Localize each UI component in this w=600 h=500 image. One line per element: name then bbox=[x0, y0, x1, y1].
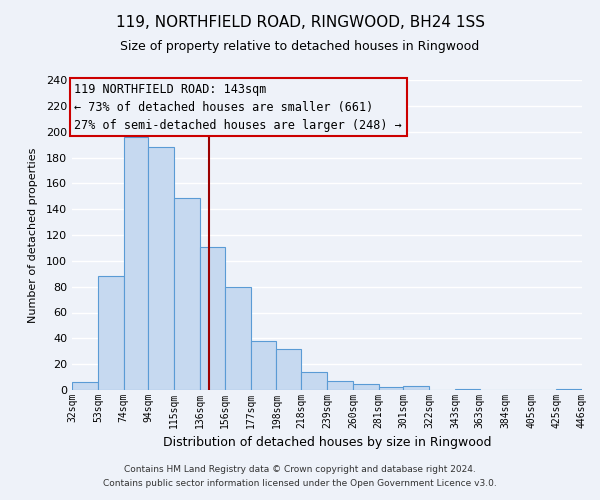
Text: Contains HM Land Registry data © Crown copyright and database right 2024.
Contai: Contains HM Land Registry data © Crown c… bbox=[103, 466, 497, 487]
Bar bbox=[327, 381, 353, 390]
Text: 119 NORTHFIELD ROAD: 143sqm
← 73% of detached houses are smaller (661)
27% of se: 119 NORTHFIELD ROAD: 143sqm ← 73% of det… bbox=[74, 82, 402, 132]
Bar bbox=[277, 348, 301, 390]
Bar bbox=[556, 388, 582, 390]
Bar bbox=[124, 137, 148, 390]
Y-axis label: Number of detached properties: Number of detached properties bbox=[28, 148, 38, 322]
Bar bbox=[455, 388, 480, 390]
Bar bbox=[148, 147, 174, 390]
Bar bbox=[301, 372, 327, 390]
Bar bbox=[225, 286, 251, 390]
Bar bbox=[403, 386, 429, 390]
Bar bbox=[200, 246, 225, 390]
X-axis label: Distribution of detached houses by size in Ringwood: Distribution of detached houses by size … bbox=[163, 436, 491, 450]
Bar bbox=[353, 384, 379, 390]
Bar bbox=[251, 341, 277, 390]
Bar bbox=[174, 198, 200, 390]
Text: Size of property relative to detached houses in Ringwood: Size of property relative to detached ho… bbox=[121, 40, 479, 53]
Bar bbox=[98, 276, 124, 390]
Bar bbox=[72, 382, 98, 390]
Text: 119, NORTHFIELD ROAD, RINGWOOD, BH24 1SS: 119, NORTHFIELD ROAD, RINGWOOD, BH24 1SS bbox=[115, 15, 485, 30]
Bar bbox=[379, 388, 403, 390]
